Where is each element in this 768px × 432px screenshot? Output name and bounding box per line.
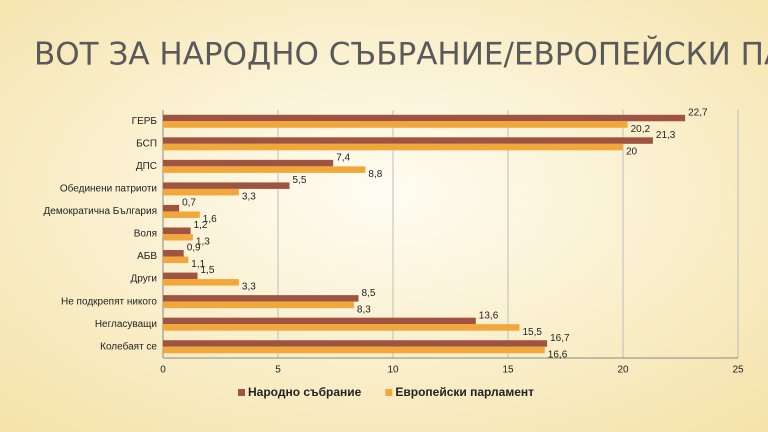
y-tick-label: ГЕРБ [132,116,158,127]
y-tick-label: АБВ [137,251,157,262]
value-label: 0,9 [187,243,201,254]
y-tick-label: Негласуващи [95,319,157,330]
bar [163,121,628,128]
bar [163,340,548,347]
value-label: 20 [626,146,638,157]
bar [163,301,354,309]
bar [163,295,359,302]
bar [163,211,200,218]
bar [163,279,239,286]
bar [163,204,180,212]
value-label: 13,6 [479,310,499,321]
value-label: 8,3 [357,304,371,315]
value-label: 5,5 [293,175,307,186]
bar [163,272,198,280]
legend-swatch [238,389,245,396]
value-label: 7,4 [336,153,350,164]
y-tick-label: Обединени патриоти [60,183,157,195]
x-tick-label: 25 [732,365,744,376]
value-label: 16,7 [550,333,570,344]
y-tick-label: Колебаят се [100,340,157,352]
value-label: 1,2 [194,220,208,231]
bar [163,324,520,331]
bar [163,159,334,167]
value-label: 1,1 [191,259,205,270]
x-tick-label: 0 [160,365,166,376]
bar [163,137,653,144]
value-label: 15,5 [523,327,543,338]
x-tick-label: 5 [275,365,281,376]
bar [163,143,623,151]
value-label: 3,3 [242,192,256,203]
bar [163,182,290,189]
chart-title: ВОТ ЗА НАРОДНО СЪБРАНИЕ/ЕВРОПЕЙСКИ ПАРЛА… [34,37,768,73]
y-tick-label: Други [131,274,157,285]
legend-label: Народно събрание [248,385,362,399]
bar [163,346,545,354]
value-label: 8,5 [362,288,376,299]
x-tick-label: 20 [617,365,629,376]
bar [163,166,366,173]
value-label: 0,7 [182,198,196,209]
value-label: 8,8 [368,169,382,180]
y-tick-label: ДПС [136,161,157,172]
bar [163,234,193,241]
value-label: 3,3 [242,282,256,293]
legend-label: Европейски парламент [395,385,534,399]
value-label: 16,6 [548,349,568,360]
value-label: 1,3 [196,237,210,248]
bar [163,317,476,325]
bar [163,227,191,234]
value-label: 22,7 [688,107,708,118]
value-label: 1,5 [201,265,215,276]
y-tick-label: Воля [134,229,157,240]
legend-swatch [385,389,393,396]
bar [163,188,239,196]
bar [163,114,686,122]
value-label: 20,2 [631,124,651,135]
x-tick-label: 15 [502,365,514,376]
bar [163,250,184,257]
y-tick-label: Демократична България [44,206,158,217]
value-label: 21,3 [656,130,676,141]
bar [163,256,189,264]
y-tick-label: Не подкрепят никого [61,296,157,307]
y-tick-label: БСП [136,138,157,149]
x-tick-label: 10 [387,365,399,376]
value-label: 1,6 [203,214,217,225]
